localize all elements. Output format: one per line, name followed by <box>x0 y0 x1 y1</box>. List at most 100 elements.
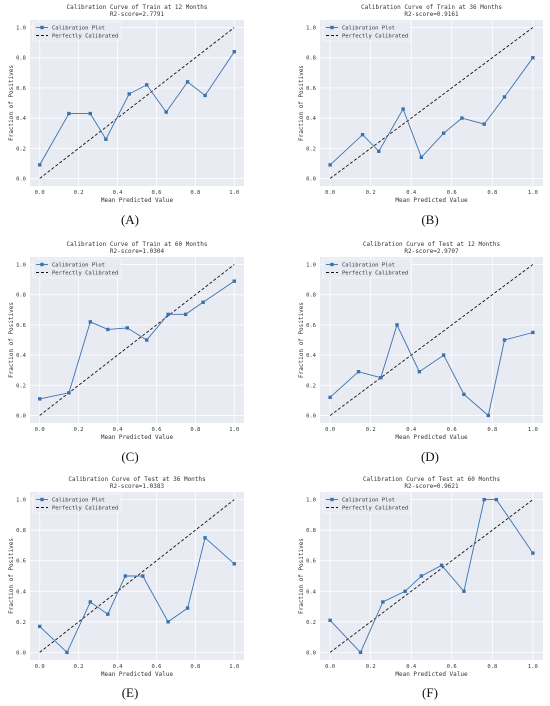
data-point <box>88 320 93 324</box>
y-tick-label: 0.2 <box>16 383 26 389</box>
legend: Calibration Plot Perfectly Calibrated <box>32 258 122 279</box>
data-point <box>38 397 42 401</box>
legend-plot-label: Calibration Plot <box>342 498 395 504</box>
y-tick-label: 1.0 <box>16 26 26 32</box>
data-point <box>419 574 424 578</box>
y-tick-label: 0.8 <box>306 528 316 534</box>
chart-panel-c: 0.0 0.0 0.2 0.2 0.4 0.4 0.6 0.6 0.8 0.8 1.0 1.0 Cali… <box>8 241 244 464</box>
x-tick-label: 1.0 <box>528 427 538 433</box>
legend-box <box>322 258 412 279</box>
legend-plot-label: Calibration Plot <box>342 263 395 269</box>
y-tick-label: 1.0 <box>306 26 316 32</box>
y-axis-label: Fraction of Positives <box>298 302 305 378</box>
data-point <box>377 149 381 153</box>
data-point <box>232 279 236 283</box>
y-axis-label: Fraction of Positives <box>8 538 15 614</box>
y-tick-label: 0.4 <box>16 116 27 122</box>
y-axis-label: Fraction of Positives <box>298 538 305 614</box>
legend-plot-marker <box>330 497 334 502</box>
data-point <box>232 49 236 54</box>
legend-plot-label: Calibration Plot <box>52 498 105 504</box>
data-point <box>531 330 535 335</box>
chart-title: Calibration Curve of Train at 36 Months <box>361 4 502 11</box>
y-tick-label: 0.0 <box>16 413 26 419</box>
x-tick-label: 1.0 <box>528 664 538 670</box>
x-tick-label: 0.2 <box>366 664 376 670</box>
x-axis-label: Mean Predicted Value <box>395 671 468 678</box>
chart-title: Calibration Curve of Train at 12 Months <box>67 4 208 11</box>
x-tick-label: 0.4 <box>406 664 417 670</box>
y-tick-label: 0.2 <box>306 146 316 152</box>
calibration-line <box>39 280 235 400</box>
data-point <box>439 563 444 568</box>
data-point <box>360 132 365 137</box>
data-point <box>125 326 129 330</box>
x-tick-label: 0.0 <box>325 664 335 670</box>
y-tick-label: 0.6 <box>306 86 316 92</box>
legend: Calibration Plot Perfectly Calibrated <box>322 493 412 514</box>
calibration-line <box>329 57 534 166</box>
x-tick-label: 0.8 <box>487 190 497 196</box>
legend-plot-label: Calibration Plot <box>342 26 395 32</box>
data-point <box>462 589 466 593</box>
ideal-line <box>329 499 534 653</box>
data-point <box>395 323 399 327</box>
data-point <box>203 536 207 540</box>
x-tick-label: 0.2 <box>366 190 376 196</box>
data-point <box>185 606 190 610</box>
data-point <box>183 312 188 317</box>
chart-subtitle: R2-score=0.9161 <box>404 11 459 18</box>
x-tick-label: 0.2 <box>74 190 84 196</box>
data-point <box>482 497 486 502</box>
data-point <box>123 574 128 578</box>
data-point <box>127 92 131 96</box>
panel-letter: (B) <box>421 212 438 227</box>
x-tick-label: 0.2 <box>366 427 376 433</box>
legend: Calibration Plot Perfectly Calibrated <box>322 21 412 42</box>
panel-letter: (E) <box>122 685 139 700</box>
chart-subtitle: R2-score=2.9707 <box>404 248 459 255</box>
x-tick-label: 0.8 <box>190 664 200 670</box>
legend-plot-label: Calibration Plot <box>52 26 105 32</box>
data-point <box>104 137 108 141</box>
y-axis-label: Fraction of Positives <box>8 302 15 378</box>
data-point <box>88 111 93 116</box>
y-tick-label: 0.2 <box>306 383 316 389</box>
legend-plot-label: Calibration Plot <box>52 263 105 269</box>
y-tick-label: 0.4 <box>306 353 317 359</box>
chart-subtitle: R2-score=1.0304 <box>110 248 165 255</box>
legend-plot-marker <box>40 497 44 502</box>
data-point <box>166 312 170 317</box>
y-tick-label: 0.4 <box>306 589 317 595</box>
data-point <box>164 110 168 114</box>
calibration-line <box>39 51 235 166</box>
data-point <box>502 338 507 342</box>
x-tick-label: 0.6 <box>447 190 457 196</box>
y-tick-label: 0.0 <box>306 650 316 656</box>
data-point <box>356 369 361 374</box>
y-tick-label: 0.0 <box>306 413 316 419</box>
x-tick-label: 0.6 <box>151 664 161 670</box>
legend-ideal-label: Perfectly Calibrated <box>342 271 408 277</box>
ideal-line <box>329 264 534 416</box>
legend-ideal-label: Perfectly Calibrated <box>342 34 408 40</box>
chart-subtitle: R2-score=0.9621 <box>404 483 459 490</box>
x-tick-label: 0.8 <box>190 190 200 196</box>
chart-panel-f: 0.0 0.0 0.2 0.2 0.4 0.4 0.6 0.6 0.8 0.8 1.0 1.0 Cali… <box>298 476 543 700</box>
legend-ideal-label: Perfectly Calibrated <box>52 506 118 512</box>
data-point <box>38 163 42 167</box>
data-point <box>462 392 466 397</box>
x-tick-label: 0.0 <box>325 190 335 196</box>
data-point <box>486 413 490 418</box>
x-tick-label: 1.0 <box>229 664 239 670</box>
data-point <box>38 624 42 629</box>
panel-letter: (D) <box>421 449 439 464</box>
legend-box <box>32 258 122 279</box>
y-tick-label: 0.8 <box>16 528 26 534</box>
y-tick-label: 1.0 <box>16 498 26 504</box>
calibration-line <box>329 499 534 654</box>
y-tick-label: 0.0 <box>16 176 26 182</box>
legend-ideal-label: Perfectly Calibrated <box>342 506 408 512</box>
y-tick-label: 0.0 <box>306 176 316 182</box>
